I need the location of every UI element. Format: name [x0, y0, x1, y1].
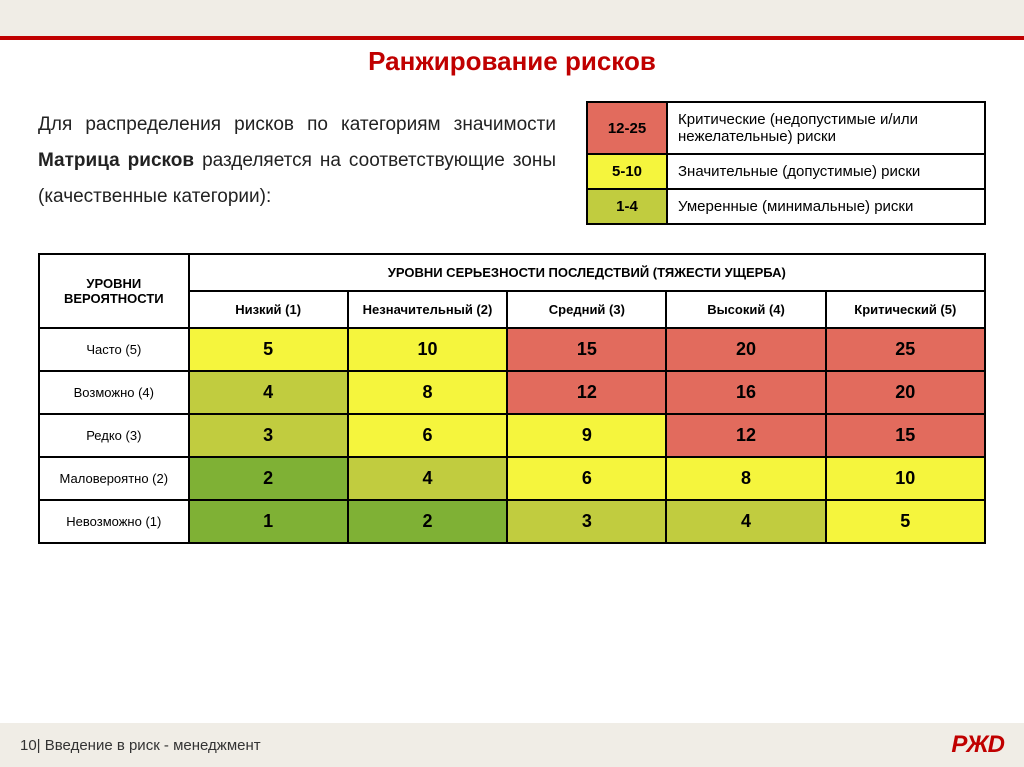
footer-bar: 10| Введение в риск - менеджмент PЖD	[0, 723, 1024, 767]
col-label: Средний (3)	[507, 291, 666, 328]
legend-desc: Значительные (допустимые) риски	[667, 154, 985, 189]
row-label: Невозможно (1)	[39, 500, 189, 543]
matrix-cell: 15	[826, 414, 985, 457]
legend-desc: Критические (недопустимые и/или нежелате…	[667, 102, 985, 154]
matrix-cell: 8	[348, 371, 508, 414]
matrix-cell: 5	[826, 500, 985, 543]
col-header: УРОВНИ СЕРЬЕЗНОСТИ ПОСЛЕДСТВИЙ (ТЯЖЕСТИ …	[189, 254, 985, 291]
matrix-cell: 9	[507, 414, 666, 457]
row-label: Часто (5)	[39, 328, 189, 371]
legend-desc: Умеренные (минимальные) риски	[667, 189, 985, 224]
matrix-cell: 6	[348, 414, 508, 457]
matrix-cell: 3	[507, 500, 666, 543]
legend-range: 5-10	[587, 154, 667, 189]
matrix-cell: 12	[507, 371, 666, 414]
matrix-cell: 10	[826, 457, 985, 500]
row-label: Редко (3)	[39, 414, 189, 457]
matrix-cell: 20	[826, 371, 985, 414]
matrix-cell: 5	[189, 328, 348, 371]
logo: PЖD	[951, 731, 1004, 759]
col-label: Критический (5)	[826, 291, 985, 328]
matrix-cell: 16	[666, 371, 825, 414]
matrix-cell: 15	[507, 328, 666, 371]
matrix-cell: 25	[826, 328, 985, 371]
legend-table: 12-25Критические (недопустимые и/или неж…	[586, 101, 986, 225]
legend-range: 12-25	[587, 102, 667, 154]
matrix-cell: 6	[507, 457, 666, 500]
row-header: УРОВНИ ВЕРОЯТНОСТИ	[39, 254, 189, 328]
matrix-cell: 2	[348, 500, 508, 543]
legend-range: 1-4	[587, 189, 667, 224]
row-label: Маловероятно (2)	[39, 457, 189, 500]
matrix-cell: 3	[189, 414, 348, 457]
col-label: Незначительный (2)	[348, 291, 508, 328]
upper-section: Для распределения рисков по категориям з…	[0, 101, 1024, 225]
matrix-cell: 2	[189, 457, 348, 500]
matrix-cell: 4	[189, 371, 348, 414]
matrix-cell: 10	[348, 328, 508, 371]
matrix-cell: 12	[666, 414, 825, 457]
matrix-cell: 4	[348, 457, 508, 500]
risk-matrix: УРОВНИ ВЕРОЯТНОСТИ УРОВНИ СЕРЬЕЗНОСТИ ПО…	[38, 253, 986, 544]
col-label: Низкий (1)	[189, 291, 348, 328]
matrix-cell: 1	[189, 500, 348, 543]
matrix-cell: 4	[666, 500, 825, 543]
row-label: Возможно (4)	[39, 371, 189, 414]
top-bar	[0, 0, 1024, 40]
matrix-cell: 20	[666, 328, 825, 371]
footer-text: 10| Введение в риск - менеджмент	[20, 737, 261, 754]
intro-text: Для распределения рисков по категориям з…	[38, 101, 556, 225]
matrix-cell: 8	[666, 457, 825, 500]
col-label: Высокий (4)	[666, 291, 825, 328]
page-title: Ранжирование рисков	[0, 46, 1024, 77]
